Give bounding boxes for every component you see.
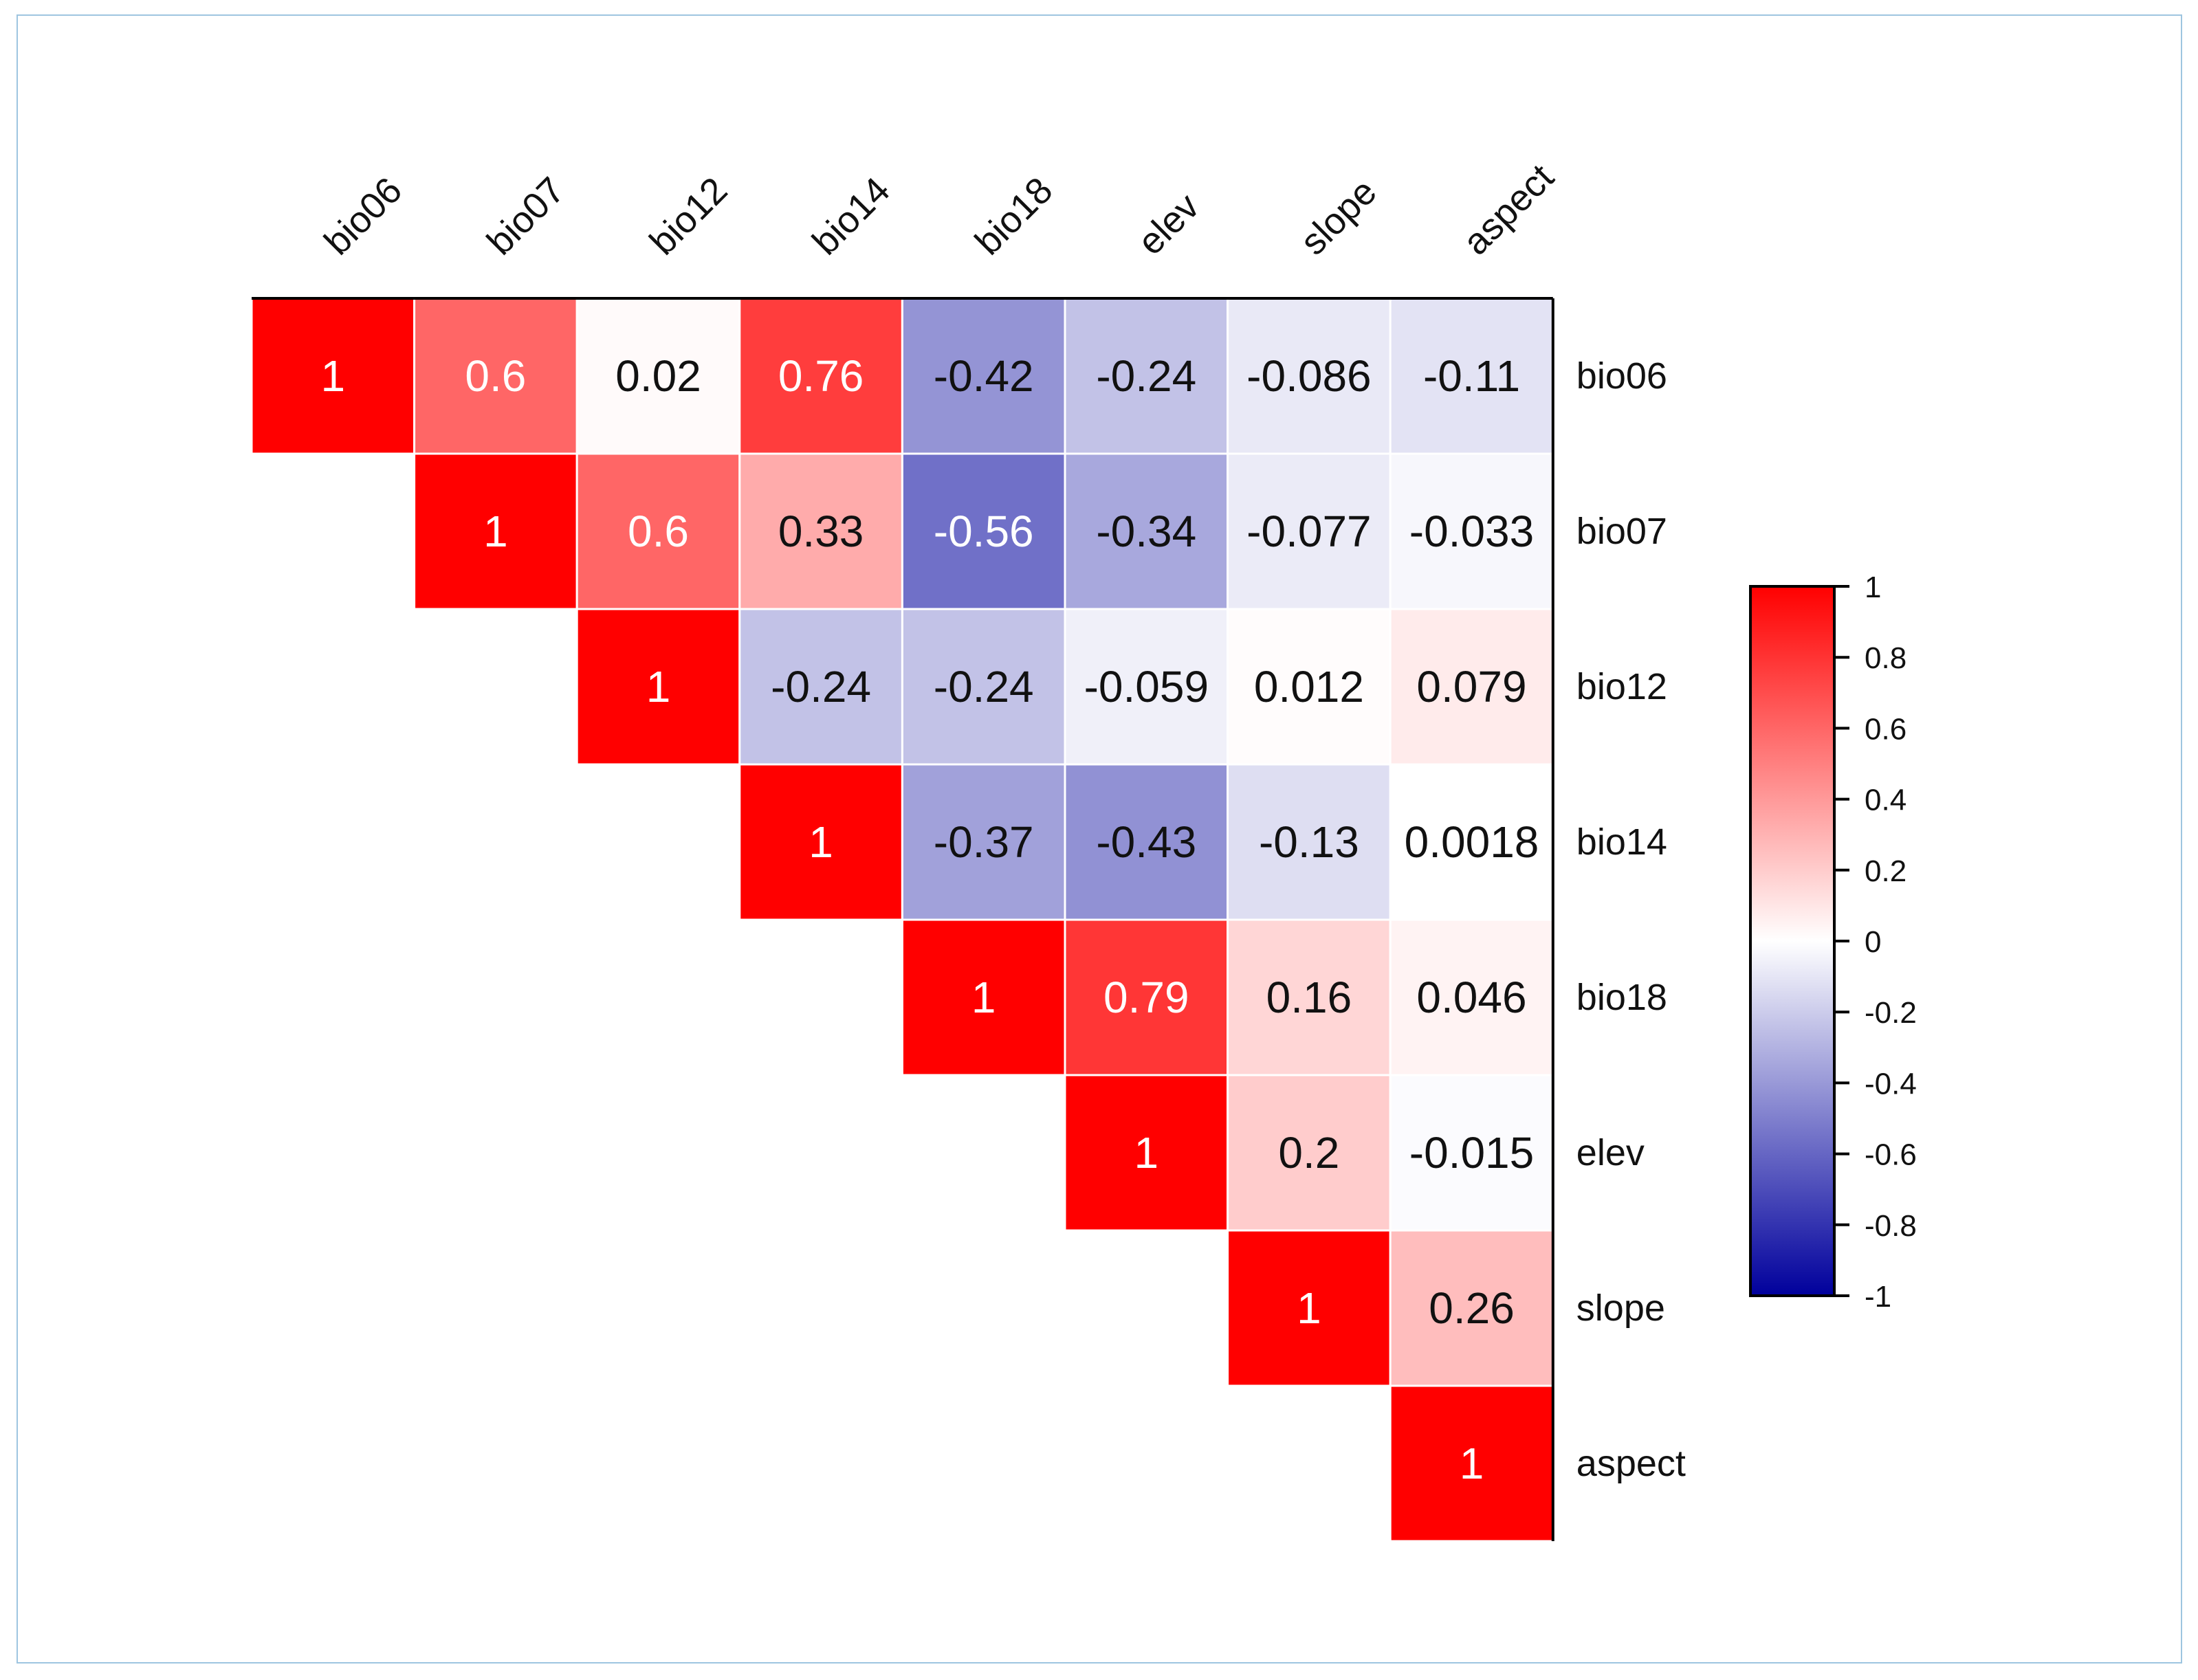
colorbar-tick-label: -1 [1865, 1280, 1891, 1314]
cell-bio12-bio18 [901, 608, 1066, 766]
cell-bio12-bio12 [575, 608, 741, 766]
column-label-elev: elev [1130, 186, 1207, 263]
cell-value-bio12-bio18: -0.24 [934, 662, 1034, 711]
colorbar-tick-label: -0.4 [1865, 1067, 1917, 1101]
cell-bio12-elev [1064, 608, 1229, 766]
cell-value-bio06-bio14: 0.76 [778, 351, 864, 401]
cell-value-elev-slope: 0.2 [1278, 1128, 1339, 1178]
cell-value-bio14-bio18: -0.37 [934, 817, 1034, 867]
cell-bio06-bio07 [413, 297, 578, 455]
cell-bio18-elev [1064, 918, 1229, 1076]
chart-frame: 1 0.6 0.02 0.76 -0.42 -0.24 -0.086 -0.11 1 0.6 0.3… [17, 14, 2182, 1664]
cell-bio06-bio14 [738, 297, 903, 455]
row-label-bio06: bio06 [1576, 355, 1667, 397]
correlation-heatmap: 1 0.6 0.02 0.76 -0.42 -0.24 -0.086 -0.11 1 0.6 0.3… [250, 157, 1917, 1543]
colorbar-tick-label: 0 [1865, 925, 1881, 959]
cell-value-bio12-bio12: 1 [646, 662, 671, 711]
cell-bio12-slope [1227, 608, 1392, 766]
cell-bio14-bio14 [738, 763, 903, 921]
cell-value-bio07-bio18: -0.56 [934, 507, 1034, 556]
column-label-bio06: bio06 [316, 170, 410, 263]
colorbar-tick-label: 0.6 [1865, 712, 1906, 746]
cell-value-bio18-bio18: 1 [971, 973, 996, 1022]
row-label-elev: elev [1576, 1132, 1645, 1173]
cell-value-bio06-slope: -0.086 [1246, 351, 1371, 401]
colorbar-gradient [1749, 585, 1836, 1297]
cell-value-bio07-elev: -0.34 [1096, 507, 1196, 556]
cell-value-bio07-bio07: 1 [483, 507, 508, 556]
cell-value-bio07-aspect: -0.033 [1409, 507, 1534, 556]
cell-value-bio07-slope: -0.077 [1246, 507, 1371, 556]
cell-bio14-bio18 [901, 763, 1066, 921]
colorbar-tick-label: 0.8 [1865, 641, 1906, 675]
cell-bio06-bio06 [250, 297, 416, 455]
cell-bio18-slope [1227, 918, 1392, 1076]
column-label-bio18: bio18 [967, 170, 1061, 263]
cell-value-bio14-bio14: 1 [809, 817, 833, 867]
colorbar-tick-label: -0.8 [1865, 1209, 1917, 1243]
cell-bio07-elev [1064, 452, 1229, 610]
column-label-bio14: bio14 [804, 170, 898, 263]
cell-bio12-bio14 [738, 608, 903, 766]
column-label-bio12: bio12 [642, 170, 736, 263]
colorbar-tick-label: 0.4 [1865, 784, 1906, 817]
cell-slope-slope [1227, 1229, 1392, 1387]
cell-bio06-bio18 [901, 297, 1066, 455]
cell-value-bio14-slope: -0.13 [1259, 817, 1359, 867]
row-label-bio14: bio14 [1576, 821, 1667, 863]
cell-value-bio06-bio18: -0.42 [934, 351, 1034, 401]
cell-value-bio12-slope: 0.012 [1254, 662, 1364, 711]
row-label-bio07: bio07 [1576, 511, 1667, 552]
cell-value-elev-aspect: -0.015 [1409, 1128, 1534, 1178]
cell-value-bio18-elev: 0.79 [1103, 973, 1189, 1022]
heatmap-cells: 1 0.6 0.02 0.76 -0.42 -0.24 -0.086 -0.11 1 0.6 0.3… [250, 297, 1554, 1543]
cell-bio07-bio18 [901, 452, 1066, 610]
column-label-slope: slope [1293, 171, 1385, 263]
row-label-aspect: aspect [1576, 1443, 1686, 1484]
cell-value-slope-aspect: 0.26 [1429, 1283, 1515, 1333]
column-label-bio07: bio07 [479, 170, 573, 263]
colorbar-tick-label: -0.2 [1865, 996, 1917, 1030]
cell-value-bio14-aspect: 0.0018 [1405, 817, 1539, 867]
cell-value-bio07-bio14: 0.33 [778, 507, 864, 556]
colorbar-tick-label: -0.6 [1865, 1138, 1917, 1172]
cell-value-bio18-aspect: 0.046 [1416, 973, 1526, 1022]
cell-value-bio06-bio06: 1 [321, 351, 346, 401]
cell-bio06-elev [1064, 297, 1229, 455]
column-labels: bio06 bio07 bio12 bio14 bio18 elev slope aspect [316, 157, 1561, 263]
colorbar-tick-label: 1 [1865, 571, 1881, 604]
cell-bio07-slope [1227, 452, 1392, 610]
column-label-aspect: aspect [1455, 157, 1562, 263]
row-label-bio12: bio12 [1576, 666, 1667, 707]
row-label-bio18: bio18 [1576, 977, 1667, 1018]
cell-elev-elev [1064, 1074, 1229, 1232]
cell-bio07-bio07 [413, 452, 578, 610]
cell-bio12-aspect [1389, 608, 1554, 766]
cell-value-slope-slope: 1 [1297, 1283, 1321, 1333]
cell-slope-aspect [1389, 1229, 1554, 1387]
row-label-slope: slope [1576, 1287, 1665, 1329]
cell-aspect-aspect [1389, 1384, 1554, 1543]
cell-value-bio12-aspect: 0.079 [1416, 662, 1526, 711]
row-labels: bio06 bio07 bio12 bio14 bio18 elev slope aspect [1576, 355, 1686, 1484]
cell-value-bio06-bio12: 0.02 [615, 351, 701, 401]
colorbar-tick-label: 0.2 [1865, 854, 1906, 888]
cell-value-bio06-aspect: -0.11 [1423, 351, 1520, 401]
cell-value-bio06-elev: -0.24 [1096, 351, 1196, 401]
cell-bio14-slope [1227, 763, 1392, 921]
cell-value-aspect-aspect: 1 [1460, 1439, 1484, 1488]
cell-value-bio18-slope: 0.16 [1266, 973, 1352, 1022]
cell-value-bio12-bio14: -0.24 [771, 662, 871, 711]
cell-bio18-bio18 [901, 918, 1066, 1076]
cell-bio07-bio12 [575, 452, 741, 610]
cell-value-bio06-bio07: 0.6 [465, 351, 526, 401]
colorbar: 1 0.8 0.6 0.4 0.2 0 -0.2 -0.4 -0.6 -0.8 -1 [1749, 571, 1917, 1314]
cell-value-bio14-elev: -0.43 [1096, 817, 1196, 867]
cell-bio06-aspect [1389, 297, 1554, 455]
cell-value-bio12-elev: -0.059 [1084, 662, 1209, 711]
cell-value-bio07-bio12: 0.6 [628, 507, 689, 556]
cell-value-elev-elev: 1 [1134, 1128, 1159, 1178]
